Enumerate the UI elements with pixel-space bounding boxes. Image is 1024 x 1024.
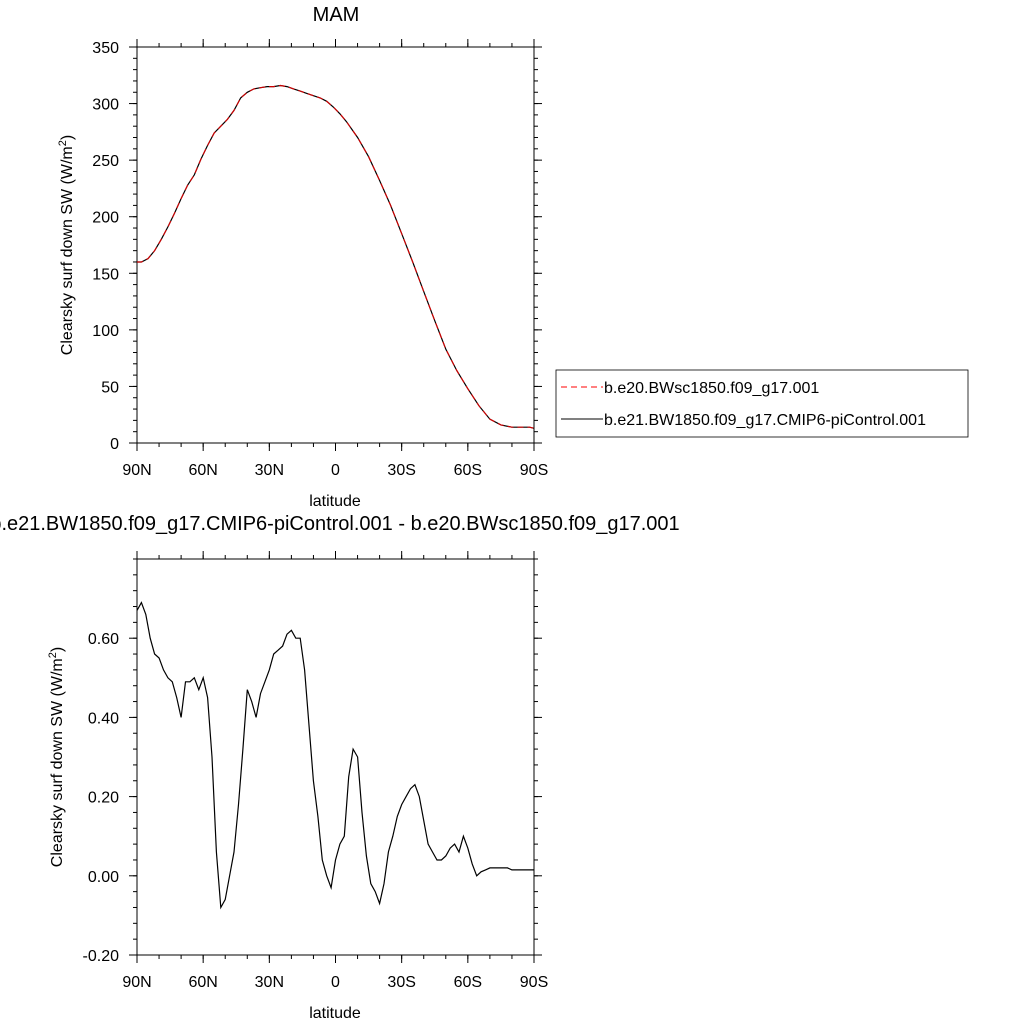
y-tick-label: 0.60 [88, 631, 119, 648]
top-panel: MAM 0 50 100 150 200 250 300 350 90N 60N 30N 0 30S 6… [57, 4, 969, 510]
bottom-y-axis-label-close: ) [49, 647, 66, 652]
x-tick-label: 30S [387, 462, 415, 479]
x-tick-label: 30N [255, 974, 284, 991]
y-tick-label: 300 [92, 97, 119, 114]
legend-label-series-2: b.e21.BW1850.f09_g17.CMIP6-piControl.001 [604, 412, 926, 429]
bottom-series-lines [136, 601, 534, 910]
x-tick-label: 60S [454, 462, 482, 479]
bottom-y-axis-label-main: Clearsky surf down SW (W/m [49, 658, 66, 867]
bottom-chart-title: b.e21.BW1850.f09_g17.CMIP6-piControl.001… [0, 513, 680, 535]
x-tick-label: 0 [331, 974, 340, 991]
bottom-y-axis-label: Clearsky surf down SW (W/m2) [47, 647, 66, 867]
top-chart-title: MAM [313, 4, 360, 26]
y-tick-label: 100 [92, 323, 119, 340]
top-y-axis-label-close: ) [59, 135, 76, 140]
y-tick-label: -0.20 [83, 948, 120, 965]
x-tick-label: 0 [331, 462, 340, 479]
legend-frame [555, 369, 969, 438]
bottom-plot-frame [136, 558, 535, 956]
x-tick-label: 90N [122, 974, 151, 991]
top-y-ticks: 0 50 100 150 200 250 300 350 [92, 40, 542, 453]
y-tick-label: 0 [110, 436, 119, 453]
bottom-y-axis-label-sup: 2 [47, 652, 59, 658]
bottom-y-ticks: -0.20 0.00 0.20 0.40 0.60 [83, 558, 542, 965]
bottom-x-ticks: 90N 60N 30N 0 30S 60S 90S [122, 551, 548, 991]
series-line-1 [136, 601, 534, 910]
y-tick-label: 0.40 [88, 710, 119, 727]
top-x-axis-label: latitude [309, 493, 361, 510]
bottom-x-axis-label: latitude [309, 1005, 361, 1022]
x-tick-label: 90S [520, 974, 548, 991]
y-tick-label: 0.00 [88, 869, 119, 886]
x-tick-label: 60N [188, 974, 217, 991]
series-line-1 [137, 84, 535, 429]
x-tick-label: 30S [387, 974, 415, 991]
x-tick-label: 90S [520, 462, 548, 479]
y-tick-label: 50 [101, 379, 119, 396]
x-tick-label: 60N [188, 462, 217, 479]
bottom-panel: b.e21.BW1850.f09_g17.CMIP6-piControl.001… [0, 513, 680, 1022]
top-y-axis-label-main: Clearsky surf down SW (W/m [59, 146, 76, 355]
series-line-2 [137, 84, 535, 429]
x-tick-label: 60S [454, 974, 482, 991]
top-plot-frame [136, 46, 535, 444]
legend-label-series-1: b.e20.BWsc1850.f09_g17.001 [604, 380, 819, 397]
y-tick-label: 0.20 [88, 790, 119, 807]
top-x-ticks: 90N 60N 30N 0 30S 60S 90S [122, 39, 548, 479]
y-tick-label: 250 [92, 153, 119, 170]
top-series-lines [137, 84, 535, 429]
top-y-axis-label-sup: 2 [57, 140, 69, 146]
x-tick-label: 30N [255, 462, 284, 479]
y-tick-label: 350 [92, 40, 119, 57]
top-y-axis-label: Clearsky surf down SW (W/m2) [57, 135, 76, 355]
legend: b.e20.BWsc1850.f09_g17.001 b.e21.BW1850.… [555, 369, 969, 438]
y-tick-label: 200 [92, 210, 119, 227]
y-tick-label: 150 [92, 266, 119, 283]
x-tick-label: 90N [122, 462, 151, 479]
